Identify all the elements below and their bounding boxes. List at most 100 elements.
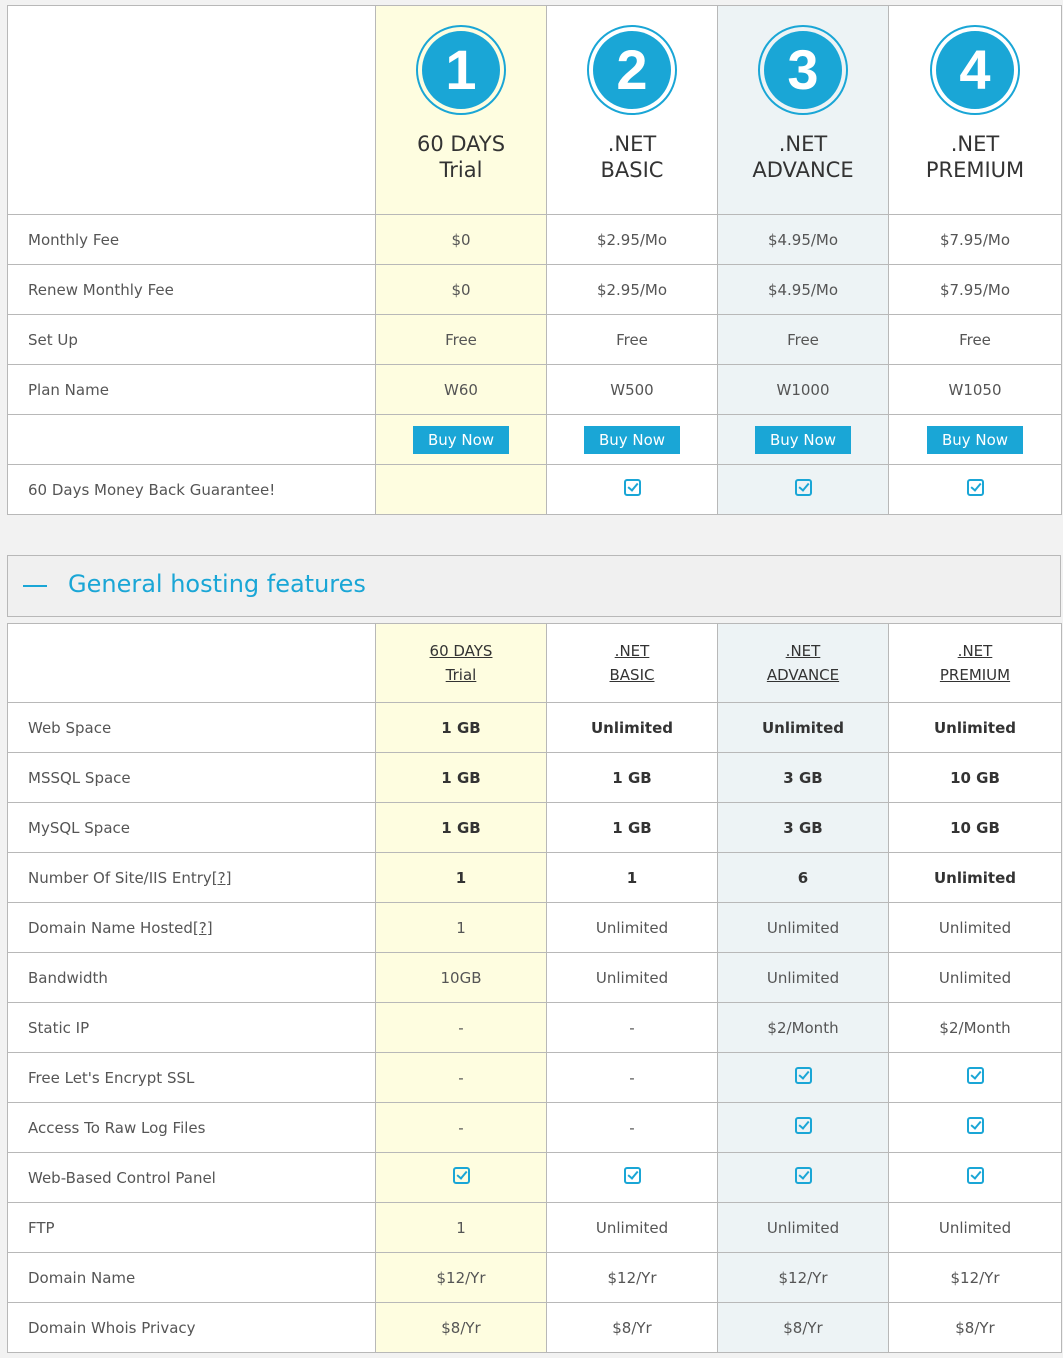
table-row: FTP 1 Unlimited Unlimited Unlimited (7, 1202, 1062, 1253)
row-label-text: MSSQL Space (28, 768, 131, 787)
plan-title-line2: Trial (439, 158, 483, 182)
check-icon (623, 1167, 641, 1184)
plan-link-line2[interactable]: PREMIUM (939, 666, 1011, 684)
table-cell: $8/Yr (375, 1302, 547, 1353)
plan-link-line2[interactable]: ADVANCE (766, 666, 840, 684)
table-cell: 1 (375, 902, 547, 953)
table-cell: Free (717, 314, 889, 365)
number-badge-icon: 2 (587, 25, 677, 115)
table-cell: Free (546, 314, 718, 365)
help-link[interactable]: [?] (192, 918, 213, 937)
plan-link[interactable]: .NET ADVANCE (767, 642, 839, 684)
table-row: Free Let's Encrypt SSL - - (7, 1052, 1062, 1103)
plan-link[interactable]: .NET BASIC (610, 642, 655, 684)
plan-header-trial: 1 60 DAYS Trial (375, 5, 547, 215)
table-cell: Unlimited (888, 902, 1062, 953)
row-label-text: Web-Based Control Panel (28, 1168, 216, 1187)
plan-link[interactable]: 60 DAYS Trial (430, 642, 493, 684)
row-label: Static IP (7, 1002, 376, 1053)
table-cell: W500 (546, 364, 718, 415)
plan-title-line1: .NET (950, 132, 1000, 156)
table-row: Web Space 1 GB Unlimited Unlimited Unlimited (7, 702, 1062, 753)
table-cell: Free (888, 314, 1062, 365)
row-label-text: Web Space (28, 718, 112, 737)
number-badge-icon: 1 (416, 25, 506, 115)
guarantee-row: 60 Days Money Back Guarantee! (7, 464, 1062, 515)
check-icon (623, 479, 641, 496)
section-title[interactable]: General hosting features (68, 570, 366, 598)
table-row: Domain Name $12/Yr $12/Yr $12/Yr $12/Yr (7, 1252, 1062, 1303)
table-cell: Unlimited (546, 1202, 718, 1253)
check-icon (966, 1117, 984, 1134)
plan-header-advance: 3 .NET ADVANCE (717, 5, 889, 215)
buy-now-button[interactable]: Buy Now (926, 425, 1024, 454)
plan-link-line1[interactable]: 60 DAYS (429, 642, 493, 660)
plan-header-row: 1 60 DAYS Trial 2 .NET BASIC 3 .NET ADVANCE… (7, 5, 1062, 215)
table-cell: W1000 (717, 364, 889, 415)
plan-title-line2: ADVANCE (752, 158, 854, 182)
row-label: Access To Raw Log Files (7, 1102, 376, 1153)
table-cell: - (375, 1052, 547, 1103)
row-label: Domain Name Hosted[?] (7, 902, 376, 953)
table-cell: 6 (717, 852, 889, 903)
table-cell: W60 (375, 364, 547, 415)
table-row: Domain Name Hosted[?] 1 Unlimited Unlimited… (7, 902, 1062, 953)
table-cell: - (546, 1052, 718, 1103)
plan-link[interactable]: .NET PREMIUM (940, 642, 1010, 684)
table-cell: Unlimited (888, 702, 1062, 753)
features-table: 60 DAYS Trial .NET BASIC .NET ADVANCE .NET P… (7, 623, 1062, 1353)
empty-corner-cell (7, 5, 376, 215)
table-cell: Unlimited (546, 952, 718, 1003)
plan-title-line1: 60 DAYS (416, 132, 506, 156)
check-icon (794, 1067, 812, 1084)
table-cell (375, 1152, 547, 1203)
features-header-trial: 60 DAYS Trial (375, 623, 547, 703)
buy-cell: Buy Now (717, 414, 889, 465)
buy-cell: Buy Now (546, 414, 718, 465)
row-label: Web-Based Control Panel (7, 1152, 376, 1203)
table-cell: $12/Yr (717, 1252, 889, 1303)
table-cell: 3 GB (717, 802, 889, 853)
features-header-premium: .NET PREMIUM (888, 623, 1062, 703)
table-cell: $2.95/Mo (546, 264, 718, 315)
buy-now-button[interactable]: Buy Now (754, 425, 852, 454)
row-label-text: FTP (28, 1218, 55, 1237)
plan-comparison-table: 1 60 DAYS Trial 2 .NET BASIC 3 .NET ADVANCE… (7, 5, 1062, 515)
plan-link-line1[interactable]: .NET (614, 642, 650, 660)
plan-link-line2[interactable]: Trial (445, 666, 477, 684)
minus-icon[interactable] (23, 585, 47, 587)
buy-now-button[interactable]: Buy Now (412, 425, 510, 454)
section-toggle-general-hosting[interactable]: General hosting features (7, 555, 1061, 617)
row-label-text: Number Of Site/IIS Entry (28, 868, 212, 887)
guarantee-link[interactable]: 60 Days Money Back Guarantee! (7, 464, 376, 515)
table-cell: $12/Yr (888, 1252, 1062, 1303)
help-link[interactable]: [?] (211, 868, 232, 887)
table-cell (888, 464, 1062, 515)
table-cell: $8/Yr (717, 1302, 889, 1353)
table-cell: Unlimited (717, 952, 889, 1003)
plan-title: .NET ADVANCE (718, 131, 888, 183)
plan-link-line2[interactable]: BASIC (609, 666, 655, 684)
table-cell: Unlimited (546, 902, 718, 953)
table-cell: $12/Yr (375, 1252, 547, 1303)
plan-number: 1 (422, 31, 500, 109)
table-cell: - (546, 1102, 718, 1153)
table-cell: 1 (375, 1202, 547, 1253)
plan-link-line1[interactable]: .NET (957, 642, 993, 660)
table-cell: - (375, 1102, 547, 1153)
table-cell: 1 GB (375, 802, 547, 853)
table-cell (717, 1152, 889, 1203)
buy-now-button[interactable]: Buy Now (583, 425, 681, 454)
plan-name-row: Plan Name W60 W500 W1000 W1050 (7, 364, 1062, 415)
table-row: Domain Whois Privacy $8/Yr $8/Yr $8/Yr $8/Yr (7, 1302, 1062, 1353)
plan-title-line1: .NET (778, 132, 828, 156)
buy-cell: Buy Now (375, 414, 547, 465)
table-cell: 10GB (375, 952, 547, 1003)
plan-link-line1[interactable]: .NET (785, 642, 821, 660)
features-header-row: 60 DAYS Trial .NET BASIC .NET ADVANCE .NET P… (7, 623, 1062, 703)
table-cell: Unlimited (888, 1202, 1062, 1253)
plan-header-basic: 2 .NET BASIC (546, 5, 718, 215)
renew-fee-row: Renew Monthly Fee $0 $2.95/Mo $4.95/Mo $… (7, 264, 1062, 315)
row-label: Set Up (7, 314, 376, 365)
plan-title-line2: BASIC (600, 158, 664, 182)
